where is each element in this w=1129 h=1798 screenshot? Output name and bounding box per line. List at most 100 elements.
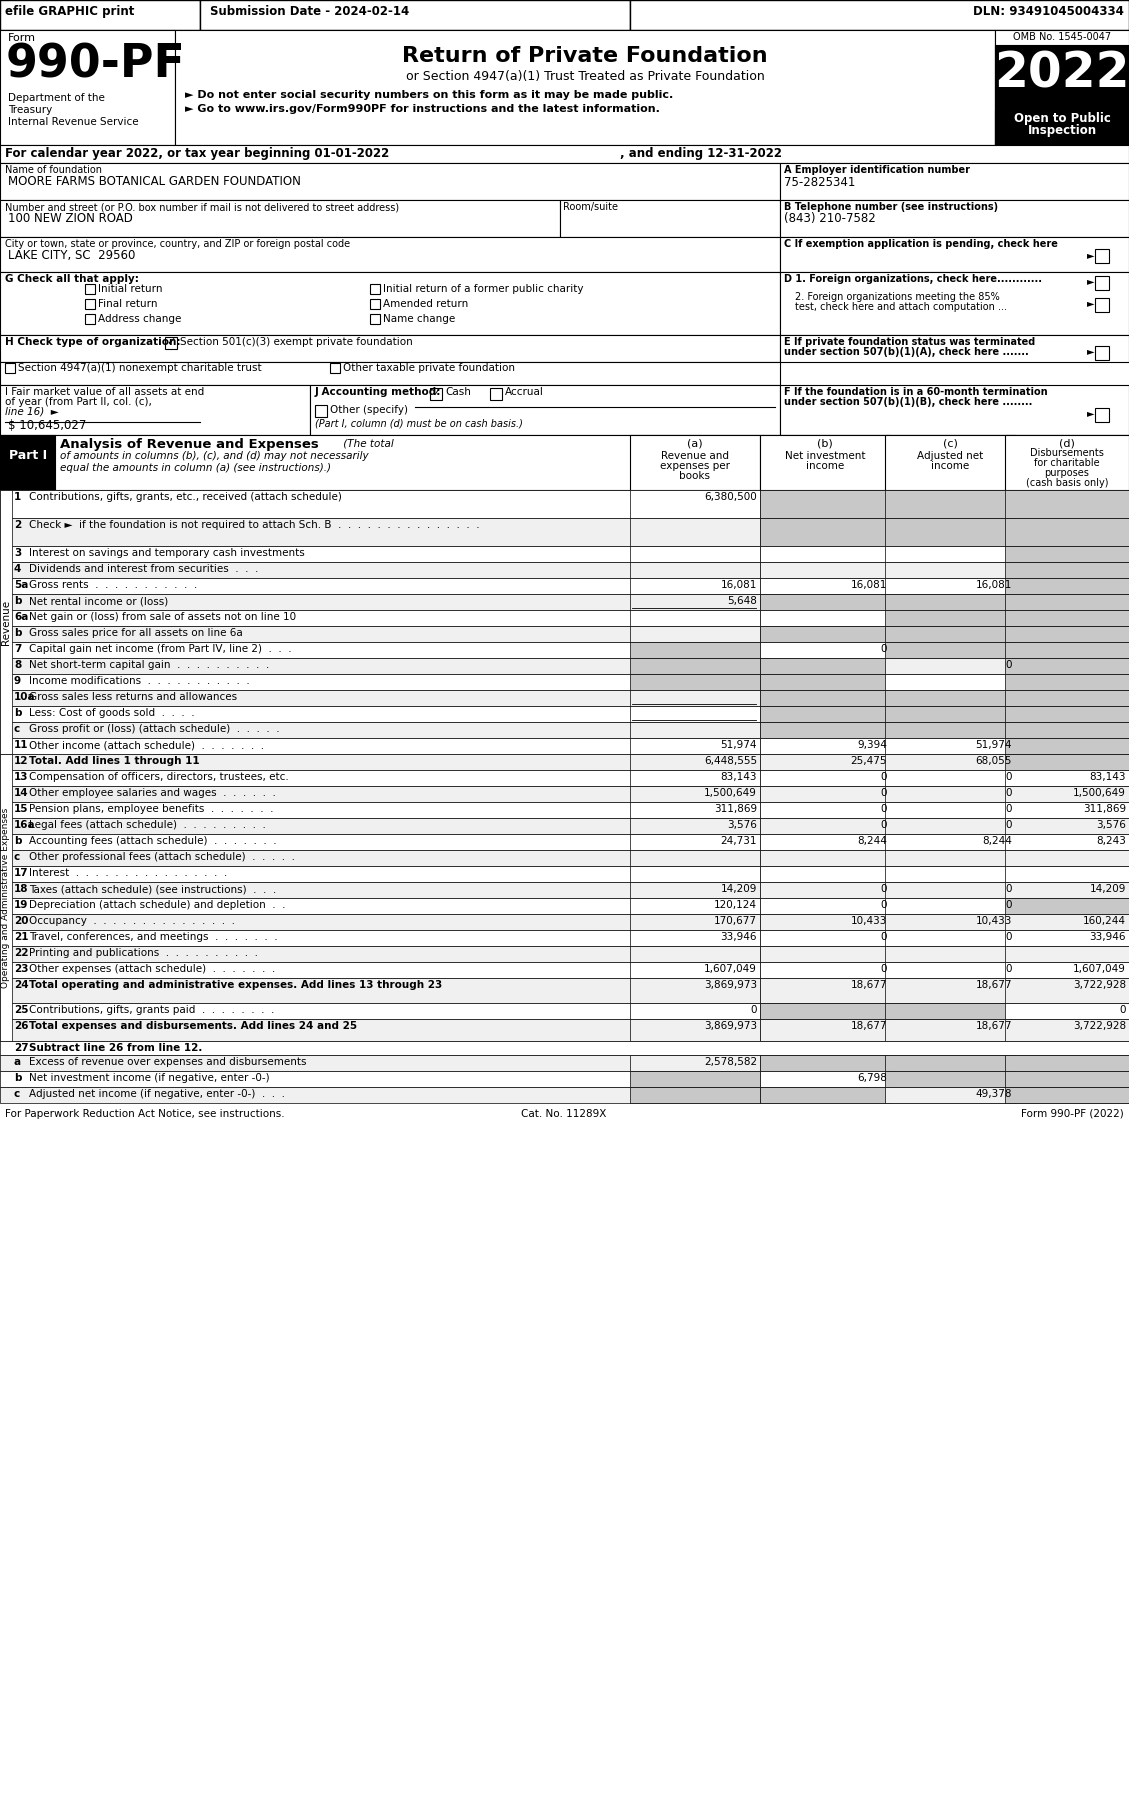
Bar [630, 867, 760, 883]
Text: (a): (a) [688, 439, 703, 450]
Text: 75-2825341: 75-2825341 [784, 176, 856, 189]
Bar [630, 593, 760, 610]
Text: b: b [14, 836, 21, 847]
Text: 120,124: 120,124 [714, 901, 758, 910]
Bar [760, 1055, 890, 1072]
Text: Subtract line 26 from line 12.: Subtract line 26 from line 12. [29, 1043, 202, 1054]
Text: b: b [14, 708, 21, 717]
Text: ►: ► [1087, 345, 1094, 356]
Text: 0: 0 [751, 1005, 758, 1016]
Text: Form: Form [8, 32, 36, 43]
Text: Printing and publications  .  .  .  .  .  .  .  .  .  .: Printing and publications . . . . . . . … [29, 948, 259, 958]
Text: Revenue and: Revenue and [660, 451, 729, 460]
Text: 5,648: 5,648 [727, 595, 758, 606]
Bar [630, 1088, 760, 1102]
Text: Revenue: Revenue [1, 599, 11, 644]
Bar [0, 962, 1129, 978]
Bar [1005, 770, 1129, 786]
Text: 8,244: 8,244 [857, 836, 887, 847]
Text: 83,143: 83,143 [1089, 771, 1126, 782]
Bar [630, 0, 1129, 31]
Bar [630, 850, 760, 867]
Bar [0, 1003, 1129, 1019]
Text: expenses per: expenses per [660, 460, 730, 471]
Text: 0: 0 [881, 644, 887, 654]
Text: 311,869: 311,869 [714, 804, 758, 814]
Text: 18,677: 18,677 [975, 980, 1012, 991]
Bar [885, 563, 1015, 577]
Bar [1095, 345, 1109, 360]
Bar [885, 610, 1015, 626]
Text: 0: 0 [1006, 788, 1012, 798]
Text: Return of Private Foundation: Return of Private Foundation [402, 47, 768, 67]
Bar [175, 31, 995, 146]
Bar [760, 978, 890, 1003]
Text: 3,869,973: 3,869,973 [703, 1021, 758, 1030]
Bar [760, 1019, 890, 1041]
Text: 16,081: 16,081 [720, 581, 758, 590]
Bar [0, 1072, 1129, 1088]
Bar [760, 626, 890, 642]
Bar [885, 978, 1015, 1003]
Text: 18,677: 18,677 [850, 1021, 887, 1030]
Text: 7: 7 [14, 644, 21, 654]
Bar [630, 658, 760, 674]
Text: Other expenses (attach schedule)  .  .  .  .  .  .  .: Other expenses (attach schedule) . . . .… [29, 964, 275, 975]
Bar [310, 385, 780, 435]
Bar [630, 1055, 760, 1072]
Text: Amended return: Amended return [383, 298, 469, 309]
Bar [885, 1055, 1015, 1072]
Bar [885, 518, 1015, 547]
Bar [1005, 610, 1129, 626]
Bar [0, 1019, 1129, 1041]
Bar [0, 850, 1129, 867]
Text: 27: 27 [14, 1043, 28, 1054]
Bar [0, 0, 1129, 31]
Bar [0, 435, 55, 491]
Bar [885, 946, 1015, 962]
Text: of year (from Part II, col. (c),: of year (from Part II, col. (c), [5, 397, 152, 406]
Text: Gross rents  .  .  .  .  .  .  .  .  .  .  .: Gross rents . . . . . . . . . . . [29, 581, 198, 590]
Text: 16,081: 16,081 [975, 581, 1012, 590]
Text: 10,433: 10,433 [850, 915, 887, 926]
Text: 13: 13 [14, 771, 28, 782]
Text: 0: 0 [881, 964, 887, 975]
Bar [885, 883, 1015, 897]
Bar [995, 45, 1129, 146]
Text: 18,677: 18,677 [975, 1021, 1012, 1030]
Text: 23: 23 [14, 964, 28, 975]
Bar [630, 642, 760, 658]
Bar [0, 707, 1129, 723]
Bar [760, 946, 890, 962]
Bar [760, 930, 890, 946]
Bar [885, 1088, 1015, 1102]
Bar [1005, 690, 1129, 707]
Bar [330, 363, 340, 372]
Text: test, check here and attach computation ...: test, check here and attach computation … [795, 302, 1007, 313]
Bar [0, 164, 780, 200]
Bar [630, 435, 760, 491]
Bar [630, 802, 760, 818]
Bar [760, 1003, 890, 1019]
Bar [885, 867, 1015, 883]
Bar [885, 690, 1015, 707]
Bar [780, 200, 1129, 237]
Text: 0: 0 [1006, 885, 1012, 894]
Text: 9,394: 9,394 [857, 741, 887, 750]
Bar [760, 547, 890, 563]
Text: Department of the: Department of the [8, 93, 105, 102]
Text: Other income (attach schedule)  .  .  .  .  .  .  .: Other income (attach schedule) . . . . .… [29, 741, 264, 750]
Text: D 1. Foreign organizations, check here............: D 1. Foreign organizations, check here..… [784, 273, 1042, 284]
Bar [370, 298, 380, 309]
Text: 6,380,500: 6,380,500 [704, 493, 758, 502]
Bar [760, 867, 890, 883]
Text: Pension plans, employee benefits  .  .  .  .  .  .  .: Pension plans, employee benefits . . . .… [29, 804, 273, 814]
Bar [0, 146, 1129, 164]
Bar [630, 770, 760, 786]
Text: Income modifications  .  .  .  .  .  .  .  .  .  .  .: Income modifications . . . . . . . . . .… [29, 676, 250, 687]
Text: (Part I, column (d) must be on cash basis.): (Part I, column (d) must be on cash basi… [315, 417, 523, 428]
Text: 3,576: 3,576 [727, 820, 758, 831]
Text: 6,448,555: 6,448,555 [703, 755, 758, 766]
Bar [0, 946, 1129, 962]
Text: 17: 17 [14, 868, 28, 877]
